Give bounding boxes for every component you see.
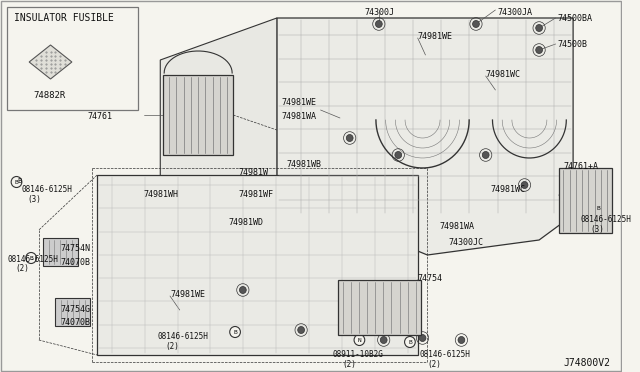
Text: 08146-6125H: 08146-6125H — [581, 215, 632, 224]
Text: B: B — [596, 205, 600, 211]
Text: 08911-10B2G: 08911-10B2G — [332, 350, 383, 359]
Text: 74981WC: 74981WC — [486, 70, 521, 79]
Circle shape — [593, 202, 604, 214]
Bar — [338, 280, 420, 335]
Text: J74800V2: J74800V2 — [563, 358, 611, 368]
Circle shape — [376, 20, 382, 28]
Circle shape — [239, 286, 246, 294]
Circle shape — [536, 25, 543, 32]
Circle shape — [230, 327, 241, 337]
Text: INSULATOR FUSIBLE: INSULATOR FUSIBLE — [13, 13, 113, 23]
Text: (2): (2) — [342, 360, 356, 369]
Bar — [163, 75, 233, 155]
Text: 74070B: 74070B — [60, 258, 90, 267]
Text: (2): (2) — [428, 360, 441, 369]
Polygon shape — [97, 175, 418, 355]
Circle shape — [521, 182, 528, 189]
Circle shape — [472, 20, 479, 28]
Text: 74500BA: 74500BA — [557, 14, 593, 23]
Text: 08146-6125H: 08146-6125H — [8, 255, 59, 264]
Circle shape — [11, 176, 22, 187]
Circle shape — [26, 253, 36, 263]
Text: 74981WA: 74981WA — [282, 112, 317, 121]
Text: B: B — [15, 180, 19, 185]
Text: 74981WF: 74981WF — [238, 190, 273, 199]
Text: 08146-6125H: 08146-6125H — [157, 332, 208, 341]
Circle shape — [63, 308, 70, 315]
Text: 74754N: 74754N — [60, 244, 90, 253]
Text: 74882R: 74882R — [33, 91, 65, 100]
Text: N: N — [358, 337, 362, 343]
Text: 74981W: 74981W — [238, 168, 268, 177]
Circle shape — [395, 151, 402, 158]
Text: 74981WA: 74981WA — [439, 222, 474, 231]
Circle shape — [346, 135, 353, 141]
Circle shape — [536, 46, 543, 54]
Circle shape — [51, 248, 58, 256]
Circle shape — [380, 337, 387, 343]
Text: 74981WD: 74981WD — [228, 218, 263, 227]
Polygon shape — [29, 45, 72, 79]
Bar — [56, 298, 90, 326]
Circle shape — [63, 248, 70, 256]
Bar — [7, 7, 138, 110]
Polygon shape — [277, 18, 573, 255]
Circle shape — [298, 327, 305, 334]
Text: 08146-6125H: 08146-6125H — [21, 185, 72, 194]
Text: 74981WC: 74981WC — [490, 185, 525, 194]
Text: 08146-6125H: 08146-6125H — [420, 350, 470, 359]
Text: 74300JA: 74300JA — [497, 8, 532, 17]
Text: B: B — [29, 256, 33, 260]
Polygon shape — [160, 18, 277, 215]
Text: (3): (3) — [591, 225, 604, 234]
Circle shape — [76, 308, 82, 315]
Text: 74761+A: 74761+A — [563, 162, 598, 171]
Text: B: B — [17, 178, 22, 184]
Text: 74500B: 74500B — [557, 40, 588, 49]
Text: 74754G: 74754G — [60, 305, 90, 314]
Text: 74981WE: 74981WE — [170, 290, 205, 299]
Text: B: B — [233, 330, 237, 334]
Text: 74981WH: 74981WH — [144, 190, 179, 199]
Text: 74300J: 74300J — [364, 8, 394, 17]
Text: B: B — [408, 340, 412, 344]
Bar — [559, 168, 612, 233]
Text: 74761: 74761 — [88, 112, 113, 121]
Text: 74981WE: 74981WE — [418, 32, 452, 41]
Text: (3): (3) — [27, 195, 41, 204]
Text: 74300JC: 74300JC — [449, 238, 484, 247]
Text: 74981WB: 74981WB — [287, 160, 321, 169]
Text: 74754: 74754 — [418, 274, 443, 283]
Circle shape — [458, 337, 465, 343]
Circle shape — [589, 205, 596, 212]
Text: (2): (2) — [165, 342, 179, 351]
Circle shape — [404, 337, 415, 347]
Circle shape — [419, 334, 426, 341]
Text: 74981WE: 74981WE — [282, 98, 317, 107]
Bar — [43, 238, 77, 266]
Circle shape — [483, 151, 489, 158]
Text: 74070B: 74070B — [60, 318, 90, 327]
Text: (2): (2) — [15, 264, 29, 273]
Circle shape — [354, 334, 365, 346]
